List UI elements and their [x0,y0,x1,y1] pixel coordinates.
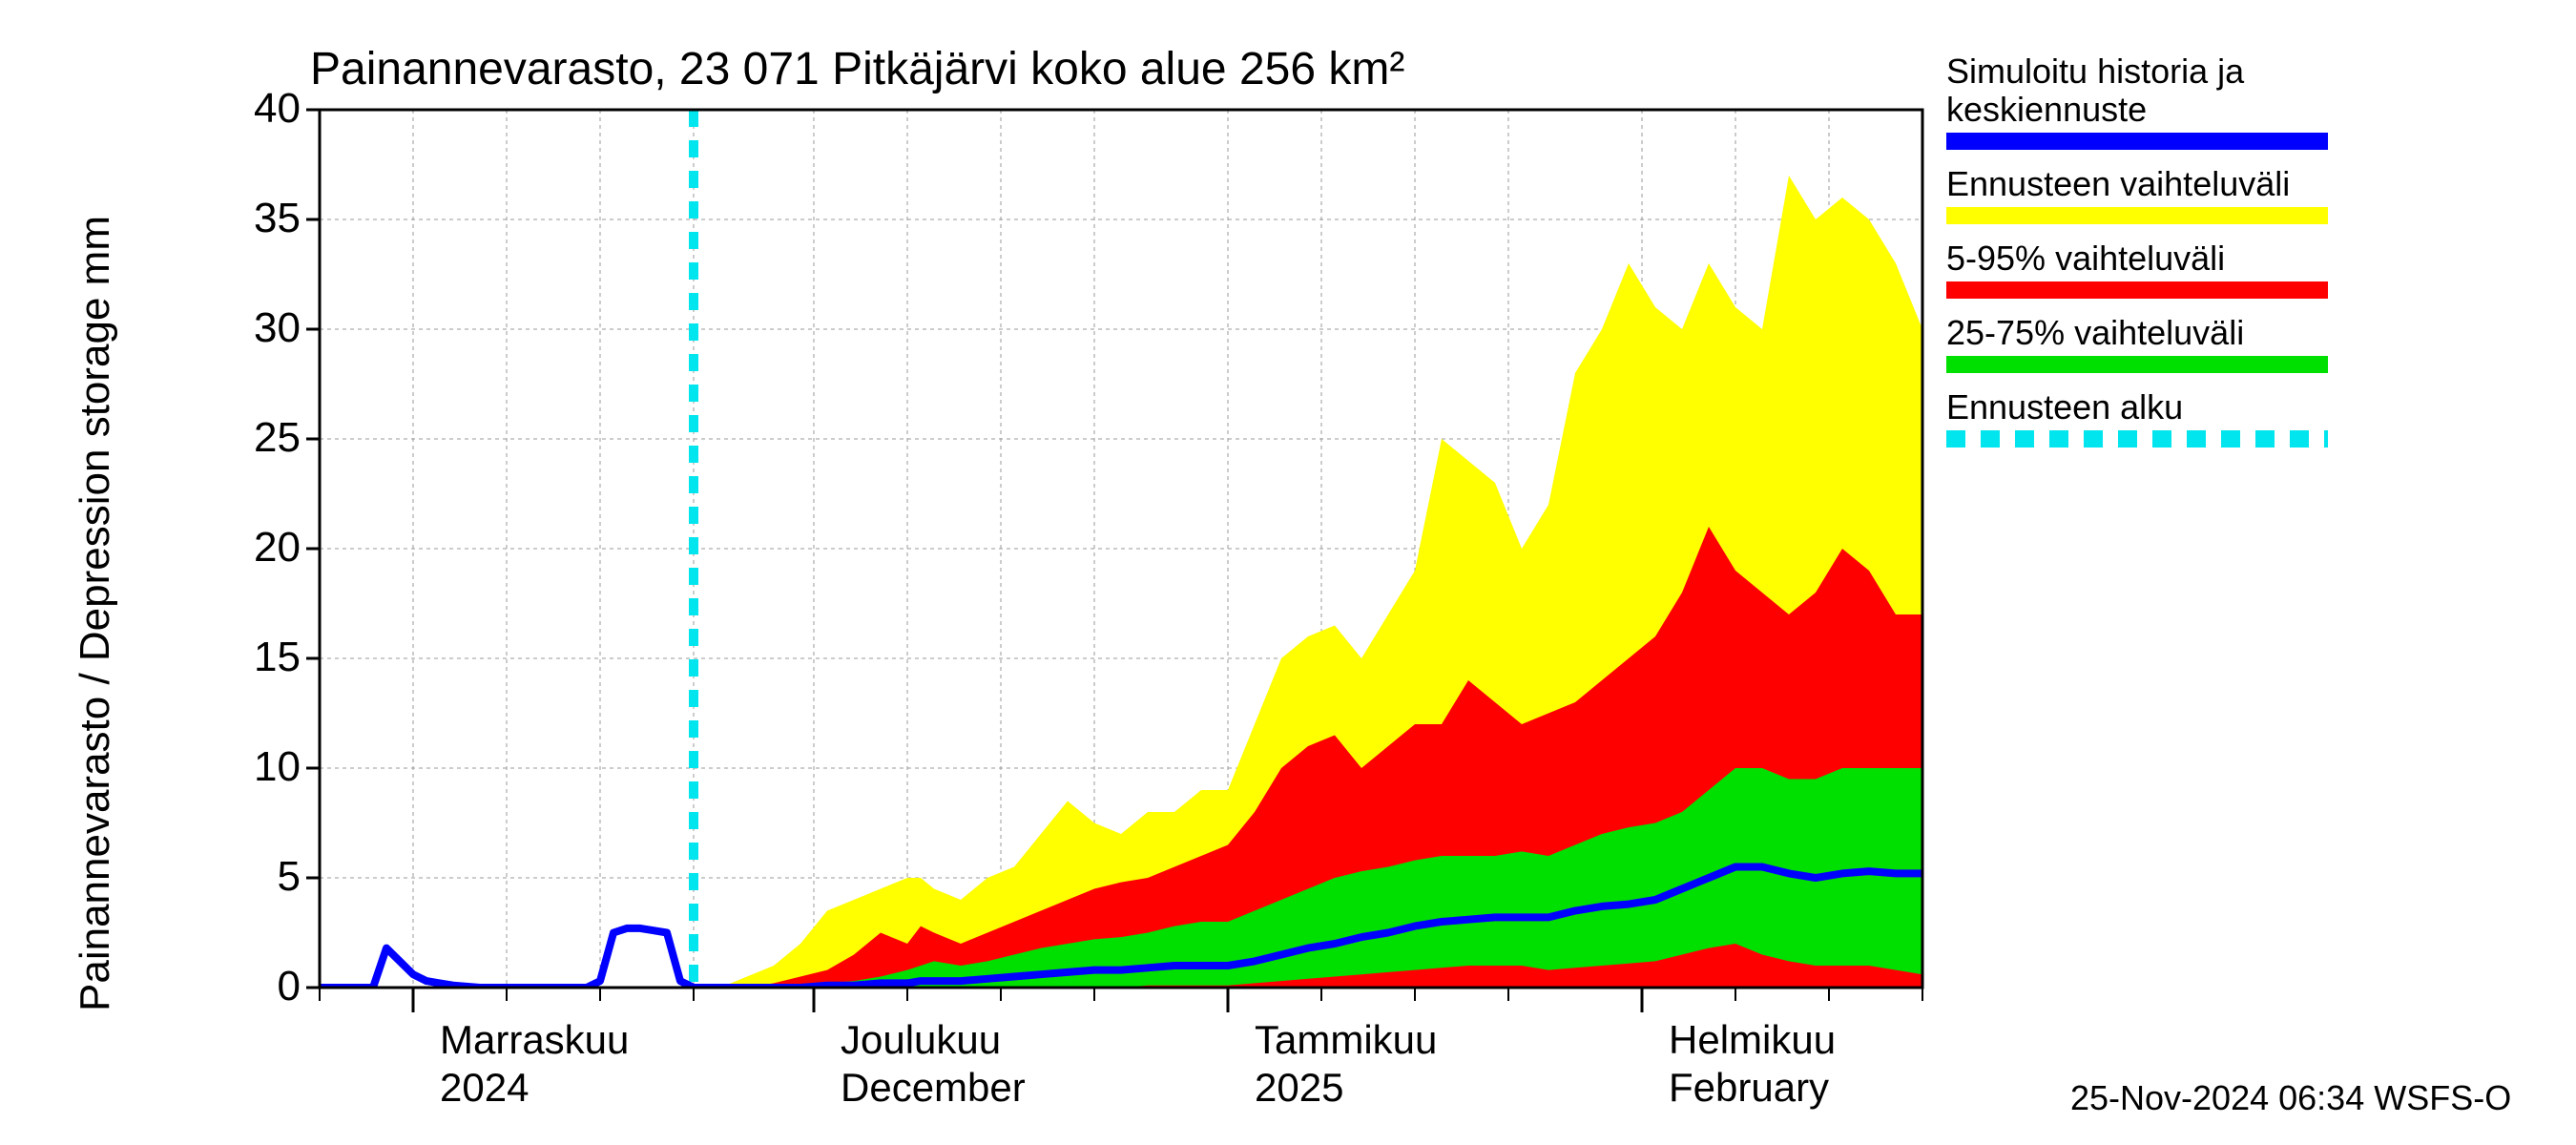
chart-container: Painannevarasto, 23 071 Pitkäjärvi koko … [0,0,2576,1145]
y-tick: 5 [215,853,301,901]
y-tick: 25 [215,414,301,462]
legend-label: Simuloitu historia jakeskiennuste [1946,52,2244,128]
x-month-label: JoulukuuDecember [841,1016,1026,1113]
y-tick: 10 [215,743,301,791]
legend-label: 25-75% vaihteluväli [1946,314,2244,352]
footer-timestamp: 25-Nov-2024 06:34 WSFS-O [2070,1078,2511,1118]
x-month-label: Tammikuu2025 [1255,1016,1437,1113]
y-tick: 0 [215,963,301,1010]
x-month-label: Marraskuu2024 [440,1016,629,1113]
legend-swatch [1946,356,2328,373]
legend-label: Ennusteen alku [1946,388,2183,427]
y-tick: 15 [215,634,301,681]
legend-label: 5-95% vaihteluväli [1946,239,2225,278]
y-tick: 40 [215,85,301,133]
y-tick: 35 [215,195,301,242]
legend-swatch [1946,281,2328,299]
legend-swatch [1946,430,2328,448]
legend-swatch [1946,207,2328,224]
legend-label: Ennusteen vaihteluväli [1946,165,2290,203]
legend-swatch [1946,133,2328,150]
y-tick: 30 [215,304,301,352]
x-month-label: HelmikuuFebruary [1669,1016,1836,1113]
y-tick: 20 [215,524,301,572]
